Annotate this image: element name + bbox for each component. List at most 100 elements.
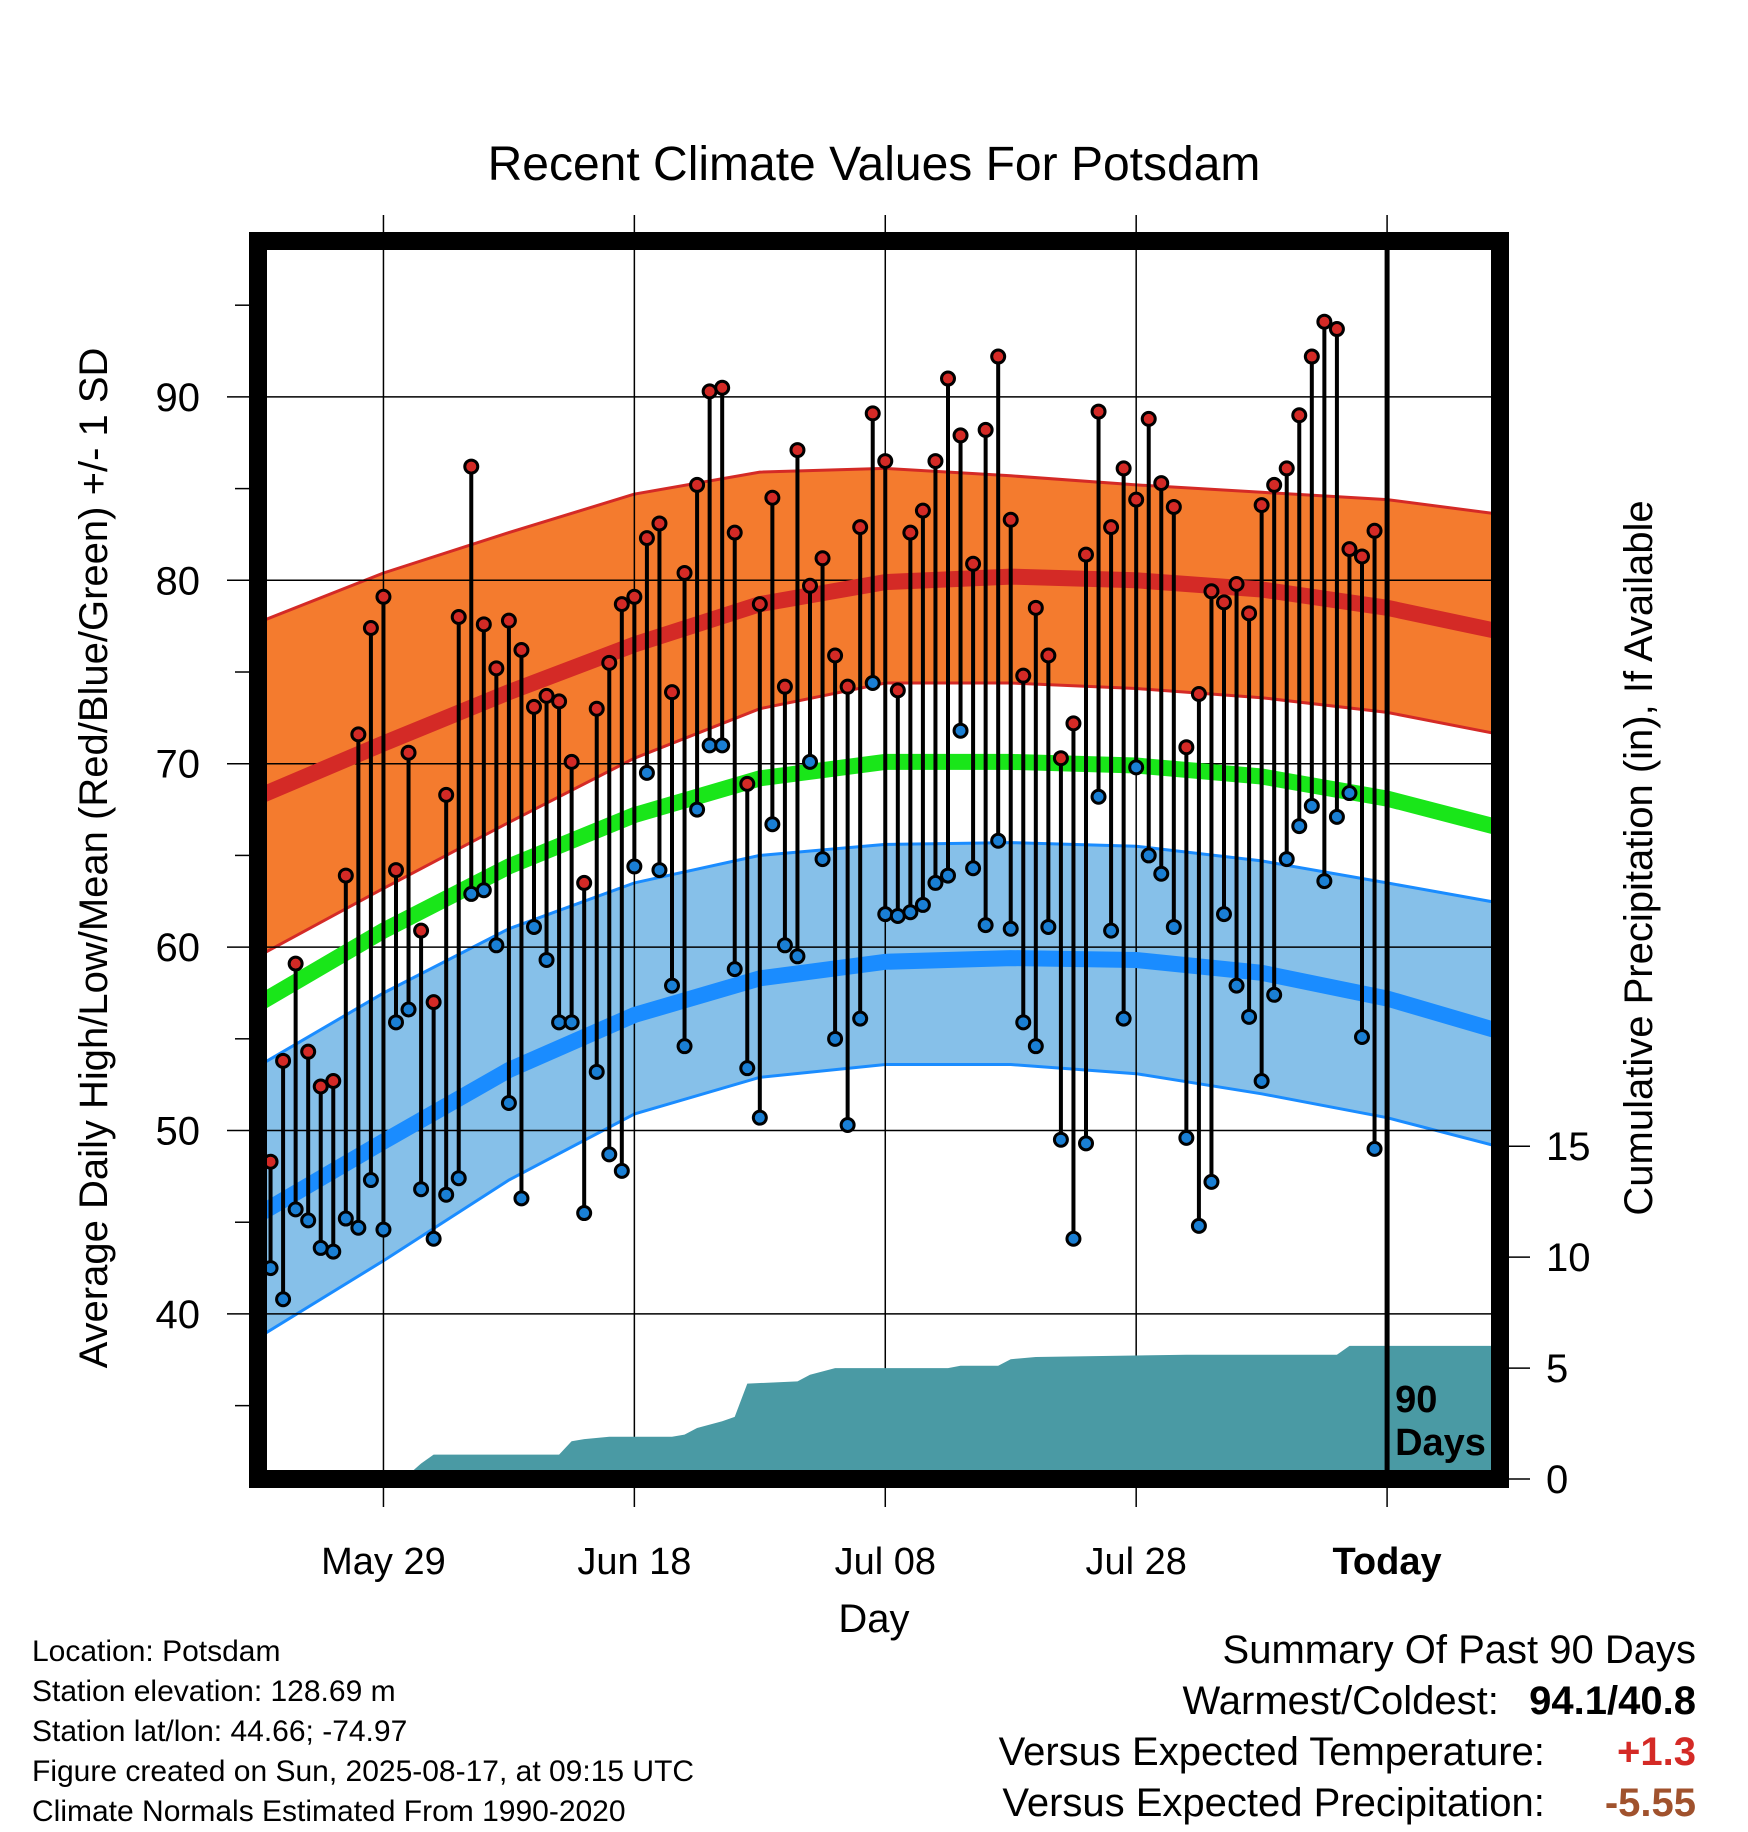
x-tick-label: May 29 [321, 1541, 446, 1583]
observed-high-point [1241, 605, 1258, 622]
observed-low-point [1128, 759, 1145, 776]
warmest-value: 94.1/40.8 [1529, 1679, 1696, 1723]
observed-high-point [475, 616, 492, 633]
observed-high-point [889, 682, 906, 699]
observed-high-point [864, 405, 881, 422]
observed-low-point [839, 1117, 856, 1134]
today-marker-label-2: Days [1395, 1422, 1486, 1464]
summary-warmest-row: Warmest/Coldest: 94.1/40.8 [999, 1676, 1697, 1727]
observed-high-point [267, 1153, 279, 1170]
observed-high-point [563, 753, 580, 770]
observed-low-point [1002, 920, 1019, 937]
observed-low-point [814, 851, 831, 868]
observed-high-point [714, 379, 731, 396]
y-right-tick-label: 0 [1546, 1458, 1568, 1502]
y-right-tick-label: 5 [1546, 1347, 1568, 1391]
temp-label: Versus Expected Temperature: [998, 1730, 1545, 1774]
observed-low-point [312, 1239, 329, 1256]
observed-high-point [1002, 511, 1019, 528]
observed-high-point [413, 922, 430, 939]
x-tick-label: Today [1333, 1541, 1442, 1583]
summary-precip-row: Versus Expected Precipitation: -5.55 [999, 1778, 1696, 1829]
observed-low-point [513, 1190, 530, 1207]
observed-low-point [1015, 1014, 1032, 1031]
today-marker-label-1: 90 [1395, 1379, 1437, 1421]
observed-high-point [965, 555, 982, 572]
plot-frame [249, 232, 1509, 1488]
observed-high-point [839, 678, 856, 695]
y-tick-label: 40 [156, 1293, 201, 1337]
observed-high-point [1015, 667, 1032, 684]
observed-high-point [1153, 475, 1170, 492]
observed-high-point [1065, 715, 1082, 732]
observed-low-point [275, 1291, 292, 1308]
observed-low-point [388, 1014, 404, 1031]
observed-high-point [450, 608, 467, 625]
observed-high-point [877, 453, 894, 470]
y-right-axis-label: Cumulative Precipitation (in), If Availa… [1617, 500, 1661, 1215]
observed-high-point [1228, 575, 1245, 592]
observed-low-point [1241, 1008, 1258, 1025]
observed-high-point [275, 1052, 292, 1069]
observed-high-point [814, 550, 831, 567]
observed-high-point [388, 862, 404, 879]
precip-label: Versus Expected Precipitation: [1002, 1781, 1545, 1825]
summary-temp-row: Versus Expected Temperature: +1.3 [999, 1727, 1696, 1778]
observed-high-point [1203, 583, 1220, 600]
observed-high-point [325, 1073, 342, 1090]
observed-high-point [990, 348, 1007, 365]
observed-high-point [601, 654, 618, 671]
observed-low-point [1278, 851, 1295, 868]
observed-low-point [889, 907, 906, 924]
observed-low-point [676, 1038, 693, 1055]
observed-low-point [764, 816, 781, 833]
observed-high-point [362, 619, 379, 636]
observed-high-point [751, 596, 768, 613]
observed-high-point [1115, 460, 1132, 477]
observed-high-point [1190, 686, 1207, 703]
station-info: Location: Potsdam Station elevation: 128… [32, 1632, 694, 1832]
observed-high-point [613, 596, 630, 613]
observed-high-point [726, 524, 743, 541]
observed-high-point [852, 519, 869, 536]
observed-low-point [300, 1212, 317, 1229]
y-tick-label: 60 [156, 926, 201, 970]
observed-high-point [375, 588, 392, 605]
observed-low-point [1341, 785, 1358, 802]
observed-high-point [1103, 519, 1120, 536]
observed-high-point [500, 612, 517, 629]
observed-high-point [1178, 739, 1195, 756]
observed-low-point [714, 737, 731, 754]
summary-title: Summary Of Past 90 Days [1222, 1628, 1696, 1672]
observed-low-point [1078, 1135, 1094, 1152]
observed-high-point [337, 867, 354, 884]
y-right-tick-label: 10 [1546, 1236, 1591, 1280]
observed-low-point [1216, 906, 1232, 923]
observed-high-point [438, 786, 455, 803]
observed-high-point [463, 458, 480, 475]
observed-high-point [927, 453, 944, 470]
observed-low-point [864, 675, 881, 692]
observed-high-point [1341, 541, 1358, 558]
observed-low-point [413, 1181, 430, 1198]
observed-high-point [1140, 410, 1157, 427]
observed-low-point [1303, 797, 1320, 814]
observed-high-point [739, 775, 756, 792]
observed-high-point [1090, 403, 1107, 420]
observed-low-point [526, 918, 542, 935]
precip-value: -5.55 [1604, 1781, 1696, 1825]
observed-high-point [1078, 546, 1094, 563]
observed-low-point [638, 764, 655, 781]
created-text: Figure created on Sun, 2025-08-17, at 09… [32, 1755, 695, 1788]
observed-high-point [1165, 498, 1182, 515]
observed-low-point [965, 860, 982, 877]
observed-low-point [1316, 873, 1333, 890]
observed-low-point [1366, 1140, 1383, 1157]
x-tick-label: Jun 18 [577, 1541, 691, 1583]
x-tick-label: Jul 28 [1085, 1541, 1186, 1583]
observed-low-point [613, 1162, 630, 1179]
y-right-tick-label: 15 [1546, 1125, 1591, 1169]
observed-low-point [1040, 918, 1057, 935]
observed-high-point [1253, 497, 1270, 514]
